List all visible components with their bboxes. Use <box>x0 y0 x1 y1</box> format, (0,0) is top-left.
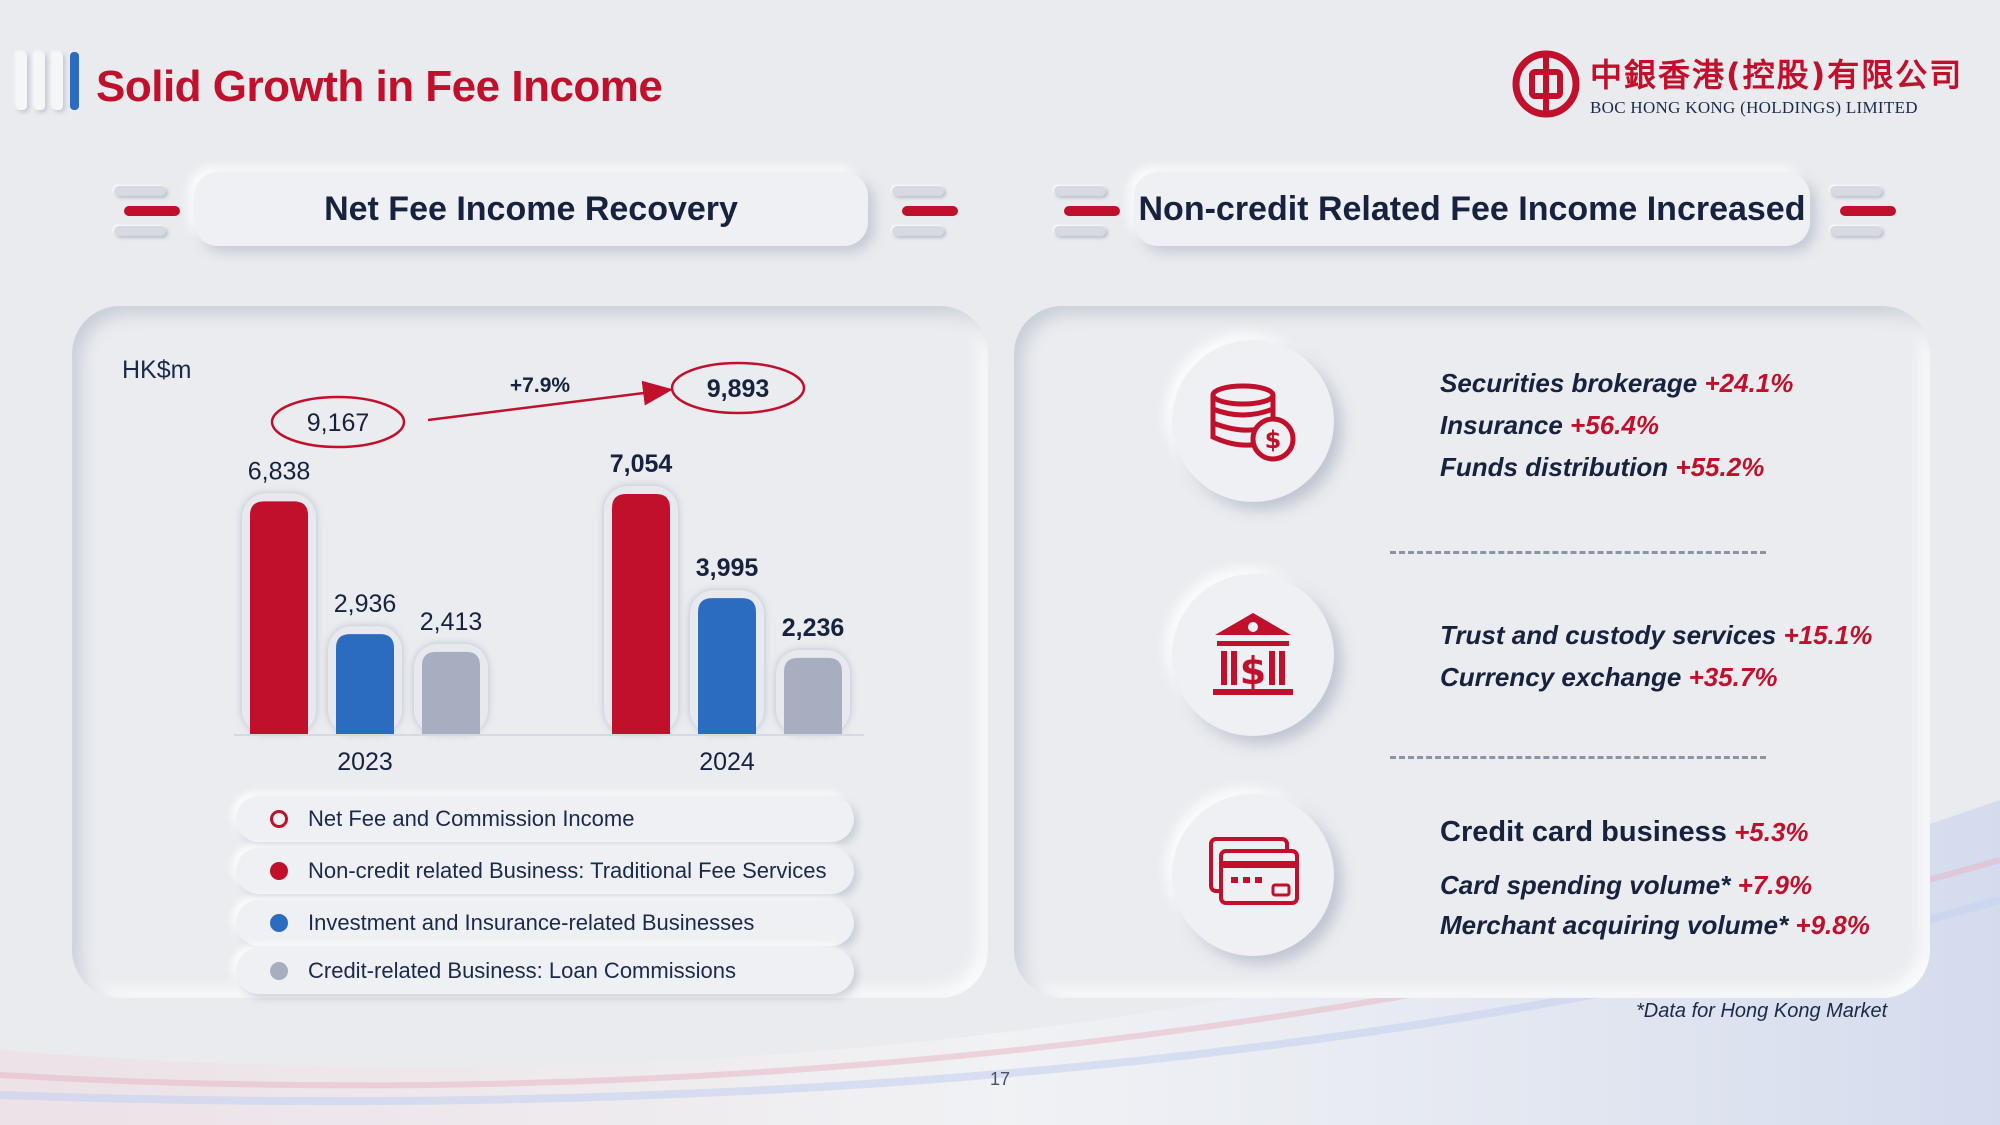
data-label: 2,413 <box>420 608 483 636</box>
stat-text: Funds distribution <box>1440 452 1669 482</box>
page-title: Solid Growth in Fee Income <box>96 62 663 111</box>
header-decoration-right-1 <box>1050 178 1120 244</box>
legend-label: Non-credit related Business: Traditional… <box>308 858 827 883</box>
right-panel <box>1014 306 1930 998</box>
total-label-2023: 9,167 <box>307 409 370 437</box>
x-tick-label-2023: 2023 <box>337 748 393 776</box>
logo-chinese-name: 中銀香港(控股)有限公司 <box>1590 56 1964 94</box>
stat-percent: +35.7% <box>1688 662 1778 692</box>
stat-line: Securities brokerage +24.1% <box>1440 368 1793 399</box>
stat-text: Card spending volume* <box>1440 870 1731 900</box>
stat-text: Insurance <box>1440 410 1563 440</box>
growth-arrow <box>427 380 673 422</box>
icon-circle: $ <box>1172 340 1334 502</box>
boc-logo-icon <box>1512 50 1580 118</box>
data-label: 2,236 <box>782 614 845 642</box>
legend-dot-marker <box>270 914 288 932</box>
stat-line: Card spending volume* +7.9% <box>1440 870 1812 901</box>
total-ellipse-2023 <box>270 395 406 449</box>
legend-item: Credit-related Business: Loan Commission… <box>236 948 854 994</box>
stat-percent: +7.9% <box>1730 870 1813 900</box>
stat-percent: +24.1% <box>1697 368 1794 398</box>
group-divider-1 <box>1390 551 1766 554</box>
legend-dot-marker <box>270 962 288 980</box>
bar-non-credit-related-business-traditional-fee-services-2023 <box>250 501 308 734</box>
bank-dollar-icon: $ <box>1213 613 1293 695</box>
stat-line: Insurance +56.4% <box>1440 410 1659 441</box>
legend-dot-marker <box>270 862 288 880</box>
bar-credit-related-business-loan-commissions-2024 <box>784 657 842 734</box>
group-divider-2 <box>1390 756 1766 759</box>
legend-label: Net Fee and Commission Income <box>308 806 635 831</box>
right-section-title: Non-credit Related Fee Income Increased <box>1134 172 1810 246</box>
legend-ring-marker <box>270 810 288 828</box>
fee-income-bar-chart: 6,838 2,936 2,413 2023 7,054 3,995 2,236 2024 9,… <box>234 361 864 776</box>
stat-percent: +5.3% <box>1726 817 1809 847</box>
footnote: *Data for Hong Kong Market <box>1636 1000 1888 1022</box>
data-label: 6,838 <box>248 457 311 485</box>
header-decoration-left-2 <box>888 178 958 244</box>
stat-percent: +15.1% <box>1776 620 1873 650</box>
bar-investment-and-insurance-related-businesses-2024 <box>698 598 756 734</box>
icon-circle <box>1172 794 1334 956</box>
legend-item: Investment and Insurance-related Busines… <box>236 900 854 946</box>
stat-text: Credit card business <box>1440 816 1727 848</box>
stat-line: Currency exchange +35.7% <box>1440 662 1777 693</box>
company-logo: 中銀香港(控股)有限公司 BOC HONG KONG (HOLDINGS) LI… <box>1512 50 1963 118</box>
header-decoration-right-2 <box>1826 178 1896 244</box>
credit-card-icon <box>1209 837 1299 905</box>
page-number: 17 <box>990 1069 1011 1089</box>
stat-line: Merchant acquiring volume* +9.8% <box>1440 910 1870 941</box>
stat-line: Credit card business +5.3% <box>1440 816 1809 849</box>
stat-text: Securities brokerage <box>1440 368 1698 398</box>
stat-line: Trust and custody services +15.1% <box>1440 620 1872 651</box>
legend-item: Net Fee and Commission Income <box>236 796 854 842</box>
coins-dollar-icon: $ <box>1210 383 1296 462</box>
legend-label: Credit-related Business: Loan Commission… <box>308 958 736 983</box>
legend-item: Non-credit related Business: Traditional… <box>236 848 854 894</box>
svg-text:$: $ <box>1265 426 1282 454</box>
stat-percent: +9.8% <box>1788 910 1870 940</box>
header-decoration-left-1 <box>110 178 180 244</box>
stat-text: Trust and custody services <box>1440 620 1777 650</box>
chart-unit-label: HK$m <box>122 356 192 384</box>
data-label: 7,054 <box>610 450 673 478</box>
svg-text:$: $ <box>1240 649 1266 693</box>
icon-circle: $ <box>1172 574 1334 736</box>
bar-non-credit-related-business-traditional-fee-services-2024 <box>612 494 670 734</box>
stat-text: Currency exchange <box>1440 662 1689 692</box>
legend-label: Investment and Insurance-related Busines… <box>308 910 755 935</box>
growth-label: +7.9% <box>510 374 570 397</box>
bar-credit-related-business-loan-commissions-2023 <box>422 651 480 734</box>
data-label: 3,995 <box>696 554 759 582</box>
stat-line: Funds distribution +55.2% <box>1440 452 1764 483</box>
title-decoration <box>16 52 79 110</box>
x-tick-label-2024: 2024 <box>699 748 755 776</box>
stat-percent: +55.2% <box>1668 452 1765 482</box>
logo-english-name: BOC HONG KONG (HOLDINGS) LIMITED <box>1590 98 1918 117</box>
stat-percent: +56.4% <box>1562 410 1659 440</box>
data-label: 2,936 <box>334 590 397 618</box>
bar-investment-and-insurance-related-businesses-2023 <box>336 634 394 734</box>
left-section-title: Net Fee Income Recovery <box>194 172 868 246</box>
stat-text: Merchant acquiring volume* <box>1440 910 1789 940</box>
total-label-2024: 9,893 <box>707 375 770 403</box>
